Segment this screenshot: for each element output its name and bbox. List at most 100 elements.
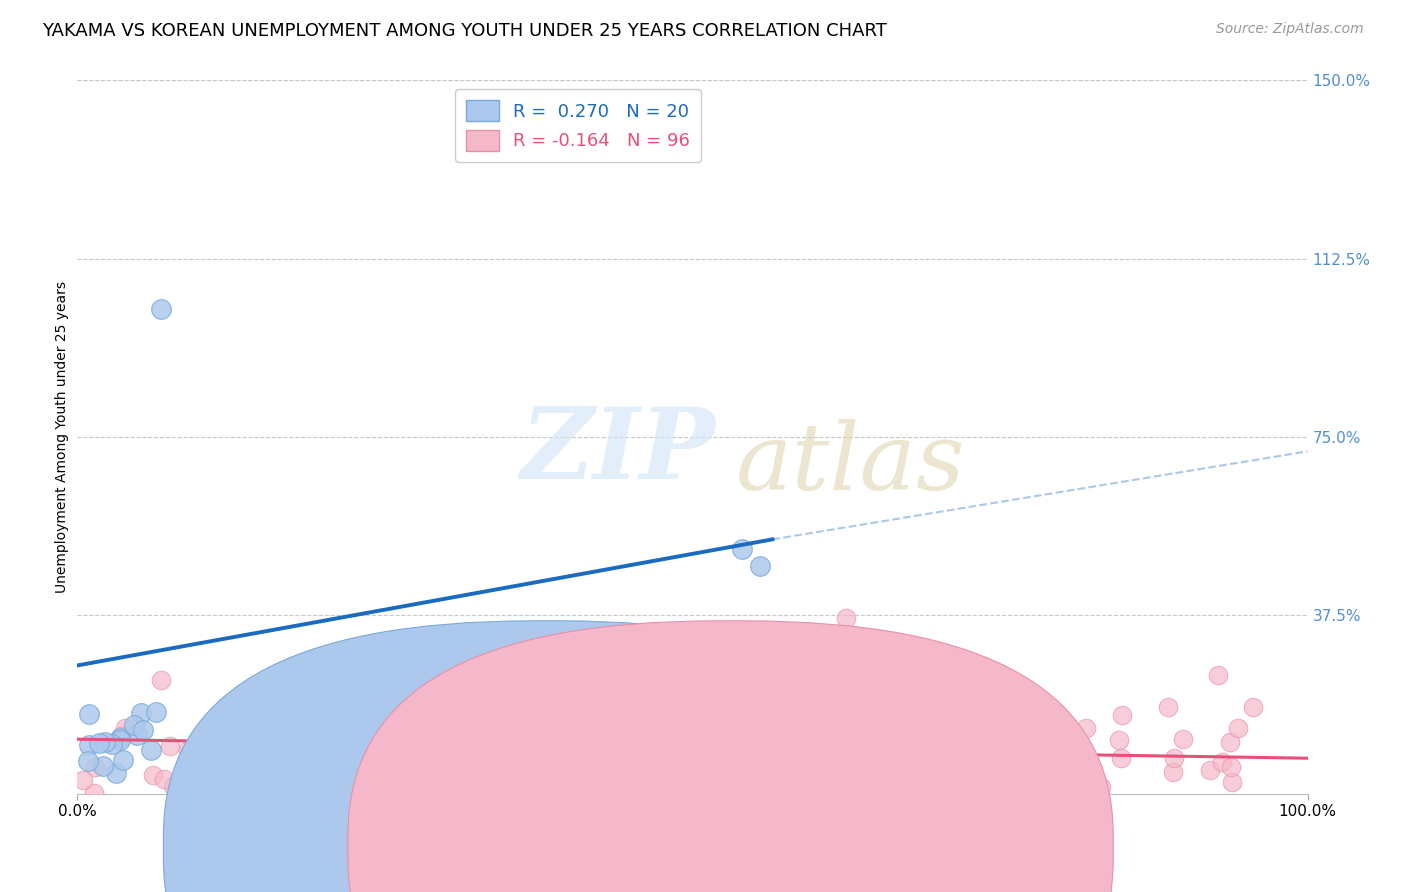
Point: [110, 733, 132, 747]
Point: [312, 758, 335, 772]
Point: [363, 714, 385, 729]
Point: [1211, 755, 1233, 769]
Point: [245, 706, 267, 721]
Point: [353, 692, 375, 706]
Point: [83, 760, 105, 774]
Point: [749, 558, 772, 573]
Point: [342, 701, 364, 715]
Point: [139, 743, 162, 757]
Point: [929, 765, 952, 780]
Point: [110, 729, 132, 743]
Point: [477, 767, 499, 781]
Point: [887, 761, 910, 775]
Point: [1163, 751, 1185, 765]
Point: [236, 758, 259, 772]
Point: [868, 697, 890, 711]
Point: [253, 677, 276, 691]
Point: [159, 739, 181, 753]
Point: [1069, 775, 1091, 789]
Point: [976, 723, 998, 738]
Point: [149, 673, 172, 687]
Text: Yakama: Yakama: [575, 840, 633, 855]
Point: [1038, 709, 1060, 723]
Point: [898, 715, 921, 730]
Point: [852, 771, 875, 785]
Point: [515, 715, 537, 730]
Y-axis label: Unemployment Among Youth under 25 years: Unemployment Among Youth under 25 years: [55, 281, 69, 593]
Point: [723, 765, 745, 780]
Point: [1074, 721, 1097, 735]
Point: [959, 708, 981, 723]
Text: Source: ZipAtlas.com: Source: ZipAtlas.com: [1216, 22, 1364, 37]
Point: [554, 774, 576, 789]
Point: [354, 761, 377, 775]
Point: [77, 754, 100, 768]
Point: [200, 777, 222, 791]
Point: [1090, 780, 1112, 795]
Point: [820, 735, 842, 749]
Point: [129, 706, 152, 720]
Text: atlas: atlas: [735, 419, 965, 509]
Point: [616, 780, 638, 794]
Point: [485, 765, 508, 780]
Point: [162, 779, 184, 793]
Point: [665, 719, 688, 733]
Point: [733, 752, 755, 766]
Point: [1227, 721, 1250, 735]
Point: [72, 773, 94, 788]
Point: [918, 711, 941, 725]
Point: [779, 774, 801, 789]
Legend: R =  0.270   N = 20, R = -0.164   N = 96: R = 0.270 N = 20, R = -0.164 N = 96: [456, 89, 702, 161]
Point: [1156, 700, 1178, 714]
Point: [1241, 700, 1264, 714]
Point: [89, 736, 111, 750]
Point: [879, 663, 901, 677]
Point: [451, 714, 474, 729]
Point: [235, 786, 257, 800]
Point: [676, 707, 699, 722]
Point: [1219, 760, 1241, 774]
Point: [225, 773, 247, 788]
Point: [132, 723, 155, 738]
Point: [610, 770, 633, 784]
Point: [281, 729, 304, 743]
Point: [153, 772, 176, 786]
FancyBboxPatch shape: [163, 621, 929, 892]
Point: [643, 733, 665, 747]
Point: [1111, 708, 1133, 723]
Point: [880, 770, 903, 784]
Point: [993, 764, 1015, 779]
Point: [142, 767, 165, 781]
Point: [918, 733, 941, 747]
Point: [1220, 775, 1243, 789]
Point: [591, 698, 613, 712]
Point: [748, 760, 770, 774]
Point: [523, 718, 546, 732]
Point: [122, 718, 145, 732]
Point: [145, 705, 167, 719]
Point: [426, 772, 449, 787]
Point: [330, 723, 353, 738]
FancyBboxPatch shape: [349, 621, 1114, 892]
Point: [373, 658, 395, 673]
Point: [364, 721, 387, 735]
Point: [1161, 765, 1184, 780]
Text: ZIP: ZIP: [520, 403, 716, 500]
Point: [1171, 731, 1194, 746]
Point: [125, 728, 148, 742]
Point: [366, 777, 388, 791]
Text: YAKAMA VS KOREAN UNEMPLOYMENT AMONG YOUTH UNDER 25 YEARS CORRELATION CHART: YAKAMA VS KOREAN UNEMPLOYMENT AMONG YOUT…: [42, 22, 887, 40]
Point: [190, 773, 212, 788]
Point: [94, 735, 117, 749]
Point: [1109, 751, 1132, 765]
Point: [742, 721, 765, 735]
Point: [77, 738, 100, 752]
Point: [299, 749, 322, 764]
Point: [457, 719, 479, 733]
Point: [1206, 668, 1229, 682]
Point: [150, 301, 173, 316]
Point: [100, 737, 122, 751]
Point: [796, 760, 818, 774]
Point: [610, 695, 633, 709]
Point: [995, 779, 1018, 793]
